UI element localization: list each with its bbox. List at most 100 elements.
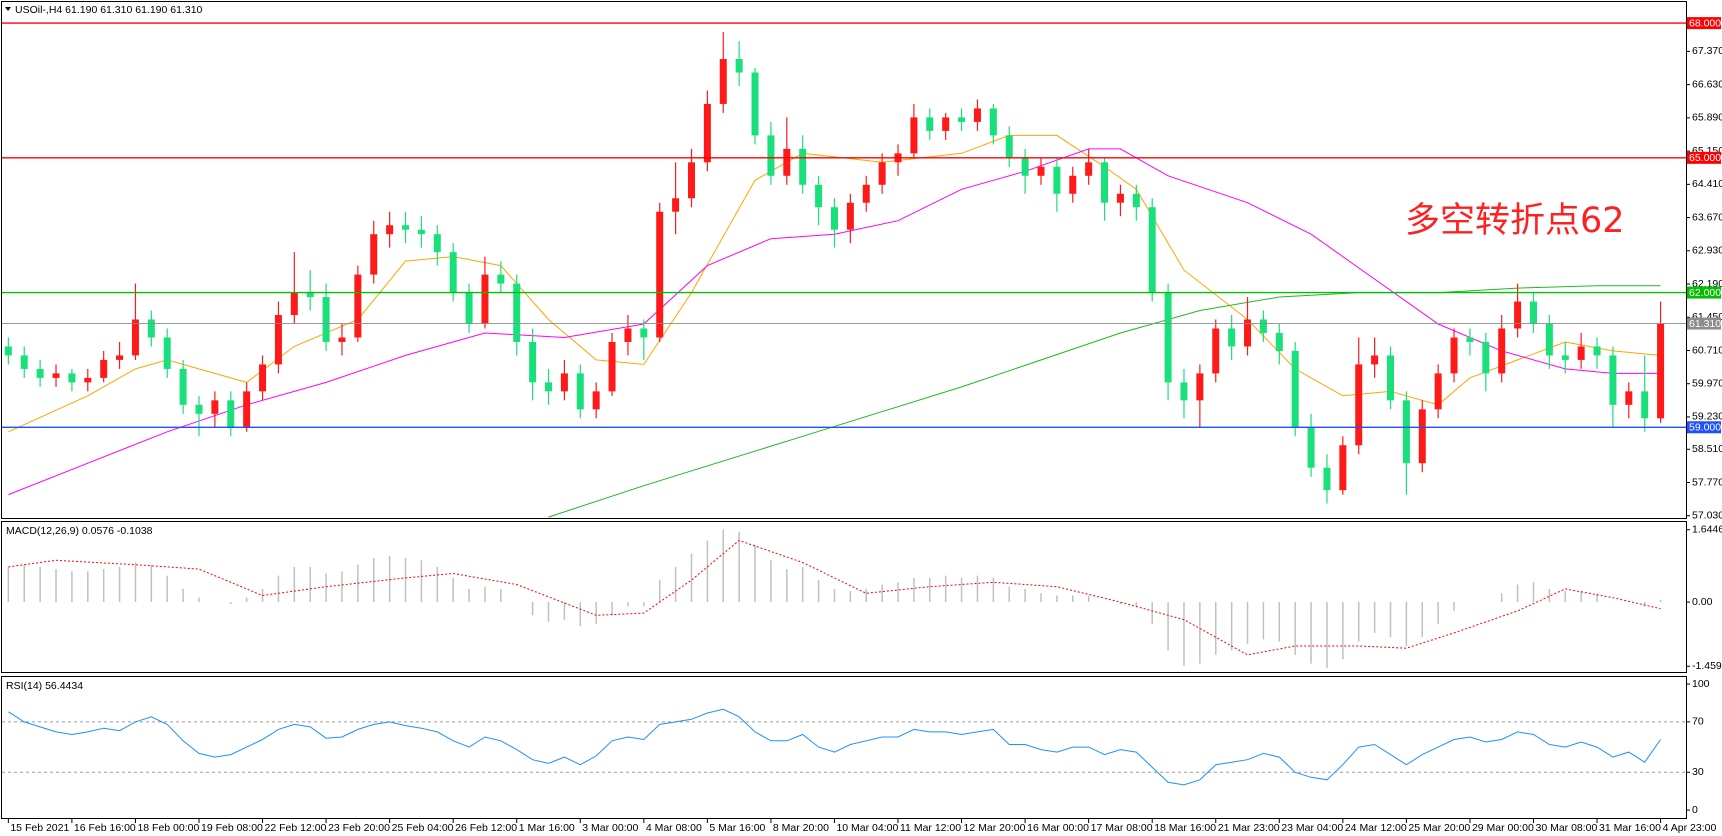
- candle-body: [926, 117, 934, 131]
- candle-body: [1514, 301, 1522, 329]
- candle-body: [1116, 193, 1124, 203]
- candle-body: [751, 72, 759, 136]
- candle-body: [1371, 355, 1379, 365]
- candle-body: [1148, 207, 1156, 293]
- y-tick-label: 30: [1692, 766, 1704, 778]
- level-tag: [1687, 421, 1721, 434]
- candle-body: [862, 184, 870, 203]
- candle-body: [1275, 332, 1283, 351]
- candle-body: [815, 184, 823, 208]
- candle-body: [1418, 409, 1426, 464]
- moving-average: [548, 285, 1661, 518]
- x-tick-label: 4 Mar 08:00: [646, 822, 702, 834]
- candle-body: [433, 234, 441, 253]
- candle-body: [1132, 193, 1140, 208]
- candle-body: [1355, 364, 1363, 446]
- level-label: 59.000: [1689, 422, 1721, 434]
- y-tick-label: 59.970: [1692, 378, 1722, 390]
- candle-body: [958, 117, 966, 122]
- y-tick-label: 0: [1692, 804, 1698, 816]
- y-tick-label: 66.630: [1692, 78, 1722, 90]
- macd-title: MACD(12,26,9) 0.0576 -0.1038: [6, 525, 153, 537]
- x-tick-label: 23 Feb 20:00: [328, 822, 390, 834]
- candle-body: [243, 391, 251, 428]
- candle-body: [290, 292, 298, 316]
- candle-body: [1291, 350, 1299, 428]
- level-tag: [1687, 317, 1721, 330]
- x-tick-label: 24 Mar 12:00: [1345, 822, 1407, 834]
- x-tick-label: 4 Apr 23:00: [1663, 822, 1717, 834]
- candle-body: [1037, 166, 1045, 176]
- candle-body: [322, 297, 330, 342]
- y-tick-label: 64.410: [1692, 178, 1722, 190]
- y-tick-label: 62.930: [1692, 245, 1722, 257]
- x-tick-label: 10 Mar 04:00: [836, 822, 898, 834]
- candle-body: [1244, 319, 1252, 347]
- candle-body: [687, 162, 695, 199]
- candle-body: [116, 355, 124, 360]
- candle-body: [259, 364, 267, 392]
- candle-body: [1657, 323, 1665, 419]
- candle-body: [84, 377, 92, 383]
- x-tick-label: 11 Mar 12:00: [900, 822, 961, 834]
- candle-body: [1561, 355, 1569, 360]
- candle-body: [20, 355, 28, 369]
- x-tick-label: 25 Feb 04:00: [392, 822, 454, 834]
- candle-body: [1625, 391, 1633, 405]
- rsi-panel: [1, 676, 1687, 819]
- level-label: 62.000: [1689, 287, 1721, 299]
- candle-body: [1339, 445, 1347, 491]
- candle-body: [1180, 382, 1188, 401]
- candle-body: [100, 359, 108, 378]
- candle-body: [1498, 328, 1506, 374]
- candle-body: [36, 368, 44, 378]
- candle-body: [449, 252, 457, 293]
- y-tick-label: 0.00: [1692, 596, 1713, 608]
- x-tick-label: 3 Mar 00:00: [582, 822, 638, 834]
- y-tick-label: -1.4594: [1692, 660, 1722, 672]
- candle-body: [1402, 400, 1410, 464]
- candle-body: [1641, 391, 1649, 419]
- x-tick-label: 26 Feb 12:00: [455, 822, 517, 834]
- candle-body: [1196, 373, 1204, 401]
- level-label: 65.000: [1689, 152, 1721, 164]
- candle-body: [656, 211, 664, 338]
- candle-body: [513, 283, 521, 342]
- candle-body: [767, 135, 775, 176]
- y-tick-label: 58.510: [1692, 443, 1722, 455]
- candle-body: [402, 225, 410, 230]
- candle-body: [672, 198, 680, 212]
- x-tick-label: 16 Mar 00:00: [1027, 822, 1089, 834]
- candle-body: [497, 274, 505, 284]
- candle-body: [608, 341, 616, 392]
- x-tick-label: 21 Mar 23:00: [1218, 822, 1280, 834]
- candle-body: [147, 319, 155, 338]
- candle-body: [640, 328, 648, 338]
- y-tick-label: 59.230: [1692, 411, 1722, 423]
- candle-body: [52, 373, 60, 378]
- candle-body: [306, 292, 314, 298]
- x-tick-label: 22 Feb 12:00: [265, 822, 327, 834]
- x-tick-label: 16 Feb 16:00: [74, 822, 136, 834]
- y-tick-label: 63.670: [1692, 211, 1722, 223]
- annotation: 多空转折点62: [1405, 201, 1625, 241]
- y-tick-label: 70: [1692, 716, 1704, 728]
- candle-body: [1466, 337, 1474, 342]
- candle-body: [576, 373, 584, 410]
- candle-body: [942, 117, 950, 131]
- level-tag: [1687, 286, 1721, 299]
- x-tick-label: 23 Mar 04:00: [1281, 822, 1343, 834]
- rsi-title: RSI(14) 56.4434: [6, 680, 83, 692]
- level-label: 61.310: [1689, 318, 1721, 330]
- candle-body: [195, 404, 203, 414]
- candle-body: [1101, 162, 1109, 203]
- candle-body: [846, 202, 854, 230]
- candle-body: [1434, 373, 1442, 410]
- y-tick-label: 65.890: [1692, 112, 1722, 124]
- candle-body: [1021, 157, 1029, 176]
- x-tick-label: 12 Mar 20:00: [964, 822, 1026, 834]
- candle-body: [163, 337, 171, 369]
- candle-body: [973, 108, 981, 122]
- candle-body: [1212, 328, 1220, 374]
- candle-body: [1323, 467, 1331, 491]
